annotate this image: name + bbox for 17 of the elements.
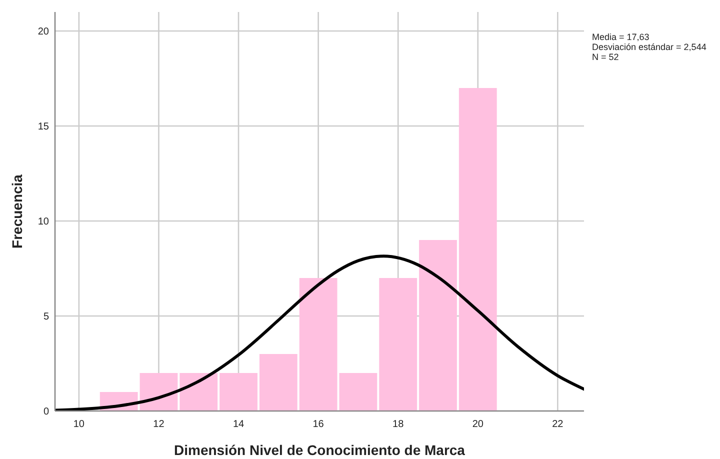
x-axis-title: Dimensión Nivel de Conocimiento de Marca	[174, 442, 466, 458]
y-tick-label: 5	[43, 312, 50, 322]
x-tick-label: 10	[73, 419, 85, 430]
x-tick-label: 16	[312, 419, 324, 430]
text: Media = 17,63	[592, 32, 650, 42]
x-tick-label: 18	[392, 419, 404, 430]
x-tick-label: 12	[153, 419, 165, 430]
x-tick-label: 22	[552, 419, 564, 430]
x-tick-label: 20	[472, 419, 484, 430]
y-tick-label: 20	[38, 26, 50, 38]
y-axis-title: Frecuencia	[9, 174, 25, 248]
text: Desviación estándar = 2,544	[592, 42, 706, 52]
y-tick-label: 15	[38, 122, 50, 132]
text: N = 52	[592, 52, 619, 62]
y-tick-label: 0	[43, 406, 50, 418]
x-tick-label: 14	[232, 419, 245, 430]
y-tick-label: 10	[38, 216, 50, 228]
